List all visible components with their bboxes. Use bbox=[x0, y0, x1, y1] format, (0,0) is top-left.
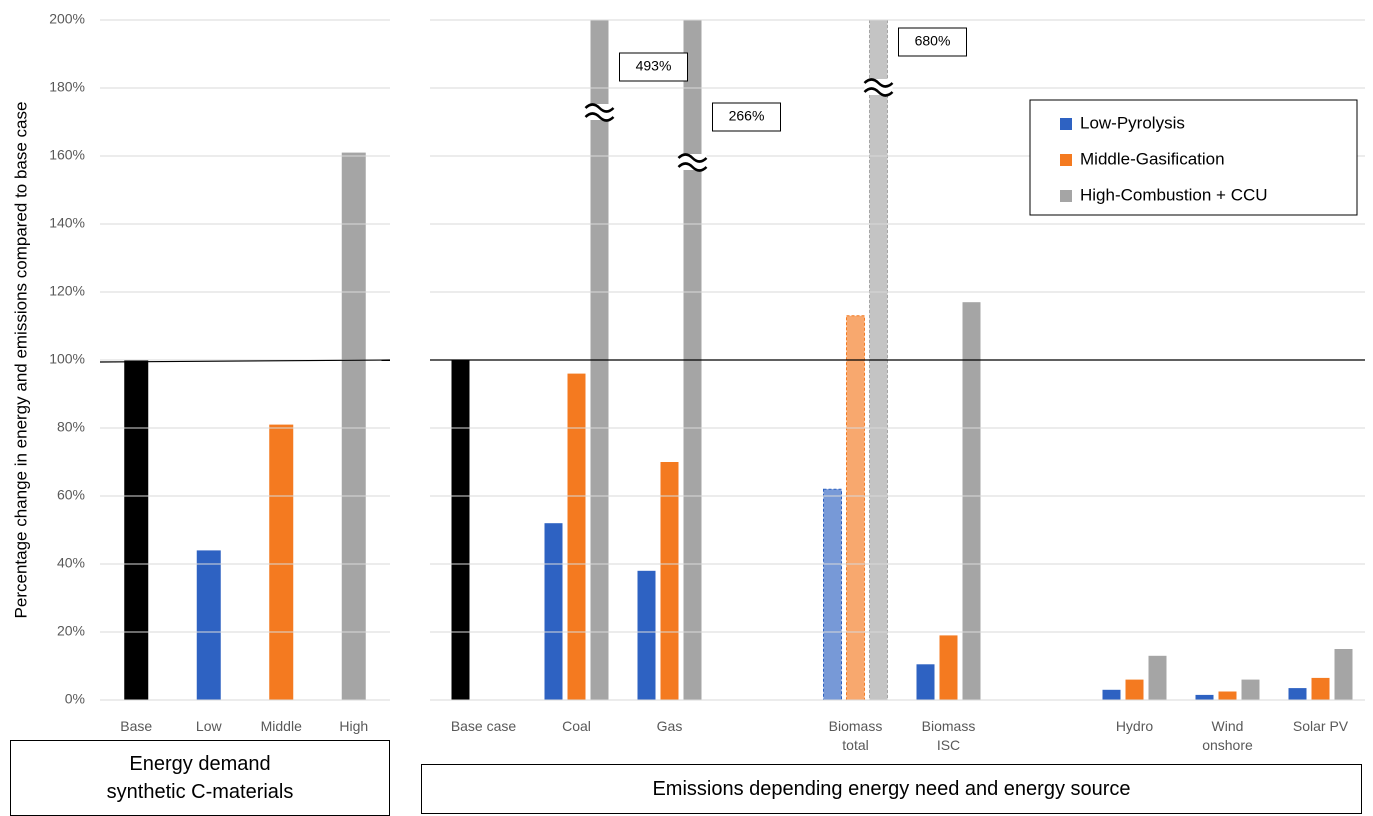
legend-swatch bbox=[1060, 154, 1072, 166]
bar bbox=[846, 315, 865, 701]
bar bbox=[544, 523, 563, 700]
axis-break bbox=[863, 87, 894, 97]
axis-break bbox=[584, 112, 615, 122]
bar bbox=[1288, 688, 1307, 700]
legend-swatch bbox=[1060, 190, 1072, 202]
bar bbox=[1125, 679, 1144, 700]
value-label: 266% bbox=[729, 108, 765, 124]
x-tick-label: Solar PV bbox=[1292, 718, 1349, 734]
x-tick-label: Coal bbox=[562, 718, 591, 734]
axis-break-gap bbox=[585, 104, 614, 120]
bar bbox=[1311, 677, 1330, 700]
value-label-box bbox=[898, 27, 967, 57]
bar bbox=[1241, 679, 1260, 700]
value-label-box bbox=[619, 52, 688, 82]
y-tick-label: 120% bbox=[49, 283, 85, 299]
y-tick-label: 100% bbox=[49, 351, 85, 367]
axis-break bbox=[677, 162, 708, 172]
legend-label: Low-Pyrolysis bbox=[1080, 113, 1185, 132]
y-tick-label: 140% bbox=[49, 215, 85, 231]
bar bbox=[1334, 649, 1353, 700]
x-tick-label: Wind onshore bbox=[1202, 718, 1253, 753]
reference-line bbox=[99, 359, 391, 363]
bar bbox=[567, 373, 586, 700]
x-tick-label: Base bbox=[120, 718, 153, 734]
legend-swatch bbox=[1060, 118, 1072, 130]
bar bbox=[916, 664, 935, 700]
bar bbox=[451, 360, 470, 700]
y-tick-label: 80% bbox=[57, 419, 85, 435]
value-label: 680% bbox=[915, 33, 951, 49]
axis-break-gap bbox=[678, 154, 707, 170]
bar bbox=[1218, 691, 1237, 700]
x-tick-label: Low bbox=[195, 718, 222, 734]
bar bbox=[962, 302, 981, 700]
value-label: 493% bbox=[636, 58, 672, 74]
bar bbox=[660, 462, 679, 700]
y-tick-label: 20% bbox=[57, 623, 85, 639]
bar bbox=[1148, 655, 1167, 700]
y-tick-label: 40% bbox=[57, 555, 85, 571]
axis-break bbox=[863, 78, 894, 88]
y-tick-label: 0% bbox=[65, 691, 85, 707]
x-tick-label: High bbox=[339, 718, 369, 734]
bar bbox=[196, 550, 221, 700]
axis-break-gap bbox=[864, 79, 893, 95]
x-tick-label: Base case bbox=[450, 718, 517, 734]
x-tick-label: Gas bbox=[656, 718, 683, 734]
bar bbox=[1102, 689, 1121, 700]
axis-break bbox=[584, 103, 615, 113]
x-tick-label: Middle bbox=[260, 718, 302, 734]
bar bbox=[124, 360, 149, 700]
legend-box bbox=[1029, 99, 1358, 216]
bar bbox=[869, 20, 888, 701]
legend-label: High-Combustion + CCU bbox=[1080, 185, 1268, 204]
bar bbox=[1195, 694, 1214, 700]
y-axis-label: Percentage change in energy and emission… bbox=[11, 102, 30, 619]
x-tick-label: Hydro bbox=[1115, 718, 1154, 734]
x-tick-label: Biomass ISC bbox=[921, 718, 976, 753]
bar bbox=[939, 635, 958, 700]
bar bbox=[341, 152, 366, 701]
legend-label: Middle-Gasification bbox=[1080, 149, 1225, 168]
bar bbox=[269, 424, 294, 700]
panel-label: Energy demand synthetic C-materials bbox=[10, 740, 390, 816]
x-tick-label: Biomass total bbox=[828, 718, 883, 753]
axis-break bbox=[677, 153, 708, 163]
value-label-box bbox=[712, 102, 781, 132]
y-tick-label: 180% bbox=[49, 79, 85, 95]
plot-area bbox=[124, 20, 1353, 701]
panel-label: Emissions depending energy need and ener… bbox=[421, 764, 1362, 814]
y-tick-label: 60% bbox=[57, 487, 85, 503]
bar bbox=[637, 570, 656, 700]
bar bbox=[823, 488, 842, 701]
y-tick-label: 160% bbox=[49, 147, 85, 163]
y-tick-label: 200% bbox=[49, 11, 85, 27]
bar bbox=[683, 20, 702, 701]
